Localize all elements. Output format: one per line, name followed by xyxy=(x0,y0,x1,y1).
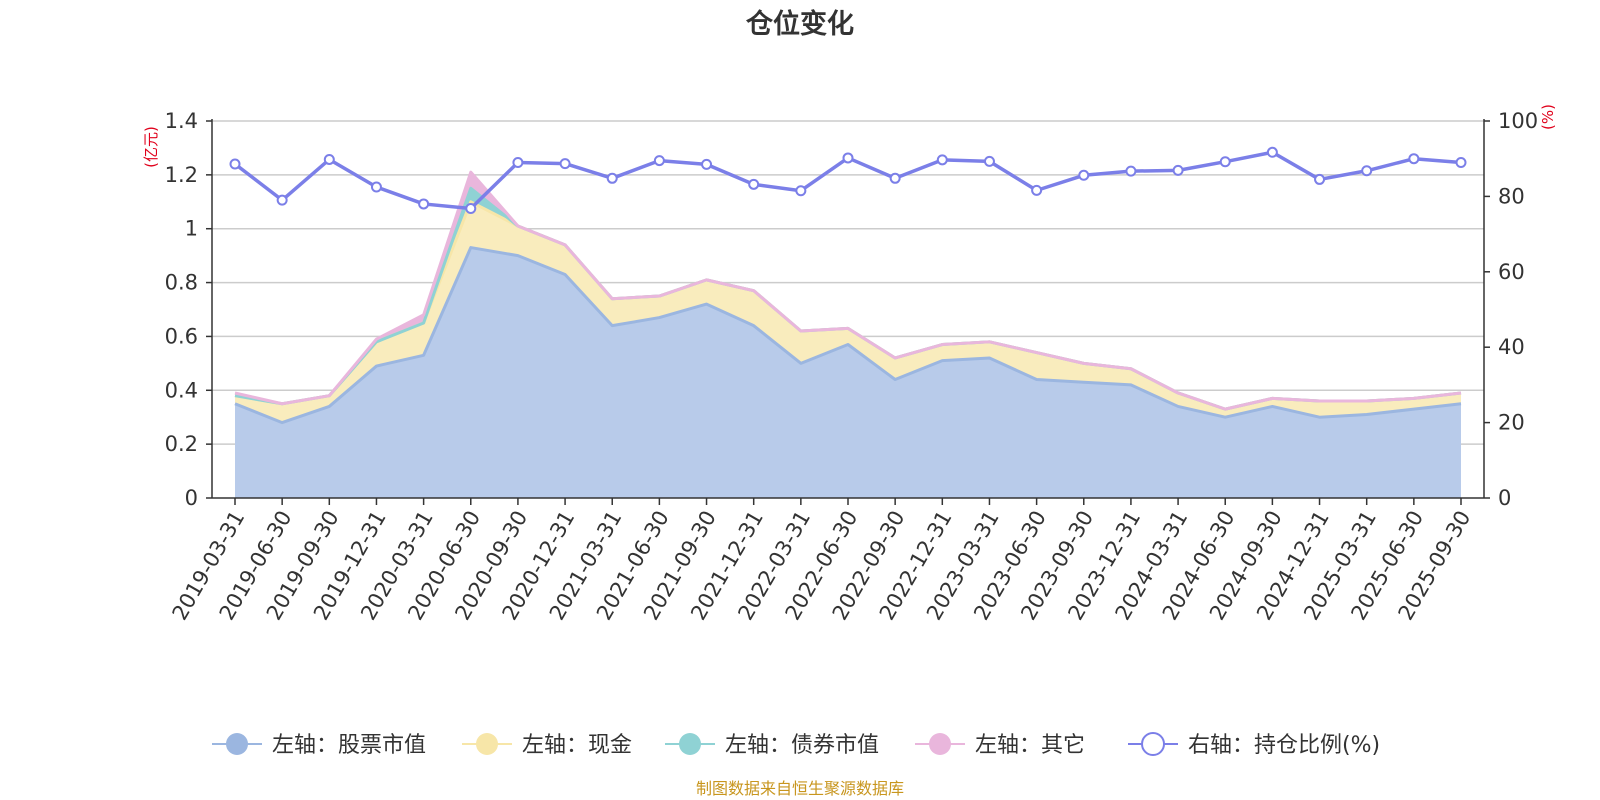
ratio-point-2025-03-31 xyxy=(1361,165,1373,177)
left-tick-label: 0.6 xyxy=(165,324,198,348)
right-tick-label: 40 xyxy=(1498,335,1525,359)
ratio-point-2020-12-31 xyxy=(559,158,571,170)
left-axis-unit: (亿元) xyxy=(142,126,160,168)
ratio-point-2022-03-31 xyxy=(795,185,807,197)
right-tick-label: 20 xyxy=(1498,411,1525,435)
ratio-point-2021-06-30 xyxy=(653,155,665,167)
ratio-point-2023-12-31 xyxy=(1125,165,1137,177)
legend-label-2: 左轴：债券市值 xyxy=(725,733,879,758)
ratio-point-2025-09-30 xyxy=(1455,156,1467,168)
area-edge-左轴：其它 xyxy=(234,170,1462,411)
right-tick-label: 0 xyxy=(1498,486,1511,510)
ratio-point-2023-06-30 xyxy=(1031,184,1043,196)
legend-label-4: 右轴：持仓比例(%) xyxy=(1188,733,1380,758)
ratio-point-2020-06-30 xyxy=(465,202,477,214)
ratio-point-2022-06-30 xyxy=(842,152,854,164)
ratio-point-2019-06-30 xyxy=(276,194,288,206)
legend-label-0: 左轴：股票市值 xyxy=(272,733,426,758)
ratio-point-2024-12-31 xyxy=(1314,173,1326,185)
legend-marker-0 xyxy=(226,733,248,755)
legend-marker-4 xyxy=(1141,732,1165,756)
ratio-point-2020-09-30 xyxy=(512,156,524,168)
right-tick-label: 100 xyxy=(1498,109,1538,133)
left-tick-label: 0.2 xyxy=(165,432,198,456)
area-edge-左轴：股票市值 xyxy=(234,246,1462,425)
left-tick-label: 1.2 xyxy=(165,163,198,187)
legend-label-3: 左轴：其它 xyxy=(975,733,1085,758)
left-tick-label: 0 xyxy=(185,486,198,510)
ratio-point-2022-09-30 xyxy=(889,172,901,184)
ratio-point-2019-09-30 xyxy=(323,153,335,165)
legend-label-1: 左轴：现金 xyxy=(522,733,632,758)
ratio-point-2024-03-31 xyxy=(1172,164,1184,176)
ratio-point-2020-03-31 xyxy=(418,198,430,210)
ratio-point-2021-12-31 xyxy=(748,178,760,190)
ratio-point-2023-09-30 xyxy=(1078,169,1090,181)
ratio-point-2024-06-30 xyxy=(1219,156,1231,168)
ratio-point-2022-12-31 xyxy=(936,154,948,166)
right-tick-label: 60 xyxy=(1498,260,1525,284)
legend-marker-2 xyxy=(679,733,701,755)
legend-marker-3 xyxy=(929,733,951,755)
ratio-point-2021-03-31 xyxy=(606,172,618,184)
right-tick-label: 80 xyxy=(1498,184,1525,208)
left-tick-label: 0.8 xyxy=(165,271,198,295)
ratio-point-2019-03-31 xyxy=(229,158,241,170)
chart-title: 仓位变化 xyxy=(745,8,854,40)
ratio-point-2025-06-30 xyxy=(1408,153,1420,165)
source-note: 制图数据来自恒生聚源数据库 xyxy=(696,779,904,798)
legend-marker-1 xyxy=(476,733,498,755)
ratio-point-2023-03-31 xyxy=(983,155,995,167)
stacked-areas xyxy=(234,170,1462,499)
ratio-point-2024-09-30 xyxy=(1266,146,1278,158)
area-左轴：股票市值 xyxy=(235,247,1461,498)
ratio-point-2019-12-31 xyxy=(370,181,382,193)
left-tick-label: 1 xyxy=(185,217,198,241)
holding-ratio-line xyxy=(229,146,1467,214)
ratio-point-2021-09-30 xyxy=(701,158,713,170)
left-tick-label: 0.4 xyxy=(165,378,198,402)
right-axis-unit: (%) xyxy=(1539,104,1557,130)
legend: 左轴：股票市值 左轴：现金 左轴：债券市值 左轴：其它 右轴：持仓比例(%) xyxy=(212,732,1380,758)
left-tick-label: 1.4 xyxy=(165,109,198,133)
